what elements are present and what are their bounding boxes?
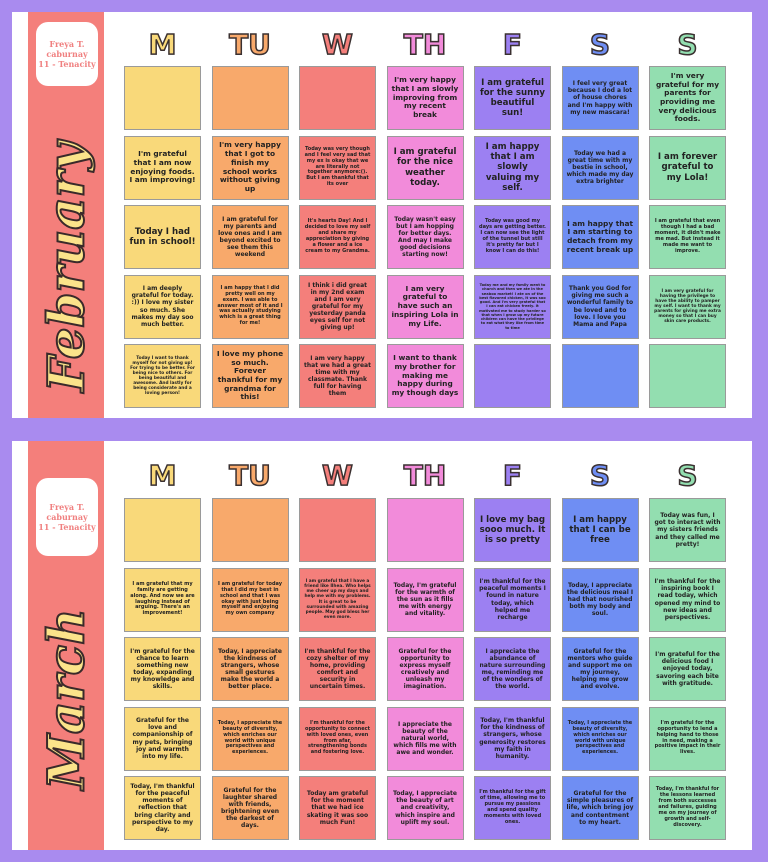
day-cell: Today was fun, I got to interact with my… (649, 498, 726, 562)
day-cell (124, 498, 201, 562)
day-cell: Grateful for the laughter shared with fr… (211, 776, 289, 840)
day-header: TU (228, 458, 271, 493)
day-cell: Today was very though and I feel very sa… (299, 135, 376, 200)
day-cell: Today I had fun in school! (124, 205, 201, 269)
day-cell: I am very grateful to have such an inspi… (386, 274, 464, 339)
day-cell: I feel very great because I dod a lot of… (561, 66, 639, 130)
day-cell: I'm thankful for the inspiring book I re… (649, 567, 726, 632)
day-cell: I'm thankful for the cozy shelter of my … (299, 637, 376, 701)
day-header: W (321, 27, 353, 62)
name-box: Freya T. caburnay 11 - Tenacity (36, 22, 98, 86)
day-header: M (148, 458, 177, 493)
day-cell: It's hearts Day! And I decided to love m… (299, 205, 376, 269)
day-cell: I'm thankful for the opportunity to conn… (299, 706, 376, 771)
name-line: 11 - Tenacity (38, 522, 96, 532)
name-line: Freya T. (49, 502, 85, 512)
day-cell: I am happy that I am starting to detach … (561, 205, 639, 269)
day-cell: Today, I'm grateful for the warmth of th… (386, 567, 464, 632)
day-cell: Today I want to thank myself for not giv… (124, 344, 201, 408)
day-cell: Grateful for the opportunity to express … (386, 637, 464, 701)
day-header: TH (403, 458, 447, 493)
day-cell: I'm grateful that I am now enjoying food… (124, 135, 201, 200)
side-strip: Freya T. caburnay 11 - Tenacity March (28, 441, 104, 850)
month-title: February (36, 141, 97, 393)
day-cell (561, 344, 639, 408)
day-header: S (589, 458, 611, 493)
day-cell: Today am grateful for the moment that we… (299, 776, 376, 840)
name-line: caburnay (46, 49, 88, 59)
day-cell: Today, I'm thankful for the peaceful mom… (124, 776, 201, 840)
day-header: F (502, 458, 523, 493)
day-cell: I am grateful for the nice weather today… (386, 135, 464, 200)
day-cell: I am happy that I can be free (561, 498, 639, 562)
day-cell: I'm very grateful for my parents for pro… (649, 66, 726, 130)
day-cell: I am happy that I am slowly valuing my s… (474, 135, 551, 200)
day-cell: Today, I appreciate the beauty of divers… (211, 706, 289, 771)
day-cell: Today, I'm thankful for the lessons lear… (649, 776, 726, 840)
name-line: Freya T. (49, 39, 85, 49)
day-cell: I am grateful that my family are getting… (124, 567, 201, 632)
day-header: S (589, 27, 611, 62)
day-cell: I think i did great in my 2nd exam and I… (299, 274, 376, 339)
day-cell: I am grateful that I have a friend like … (299, 567, 376, 632)
day-cell: I am grateful for my parents and love on… (211, 205, 289, 269)
day-cell: I am grateful for the sunny beautiful su… (474, 66, 551, 130)
day-cell: I am deeply grateful for today. :)) I lo… (124, 274, 201, 339)
name-line: caburnay (46, 512, 88, 522)
day-cell (124, 66, 201, 130)
day-cell (299, 498, 376, 562)
day-cell (211, 66, 289, 130)
day-cell (649, 344, 726, 408)
day-cell: Grateful for the love and companionship … (124, 706, 201, 771)
day-cell: Today, I appreciate the beauty of art an… (386, 776, 464, 840)
calendar-panel: Freya T. caburnay 11 - Tenacity March M TU W TH… (12, 441, 752, 850)
day-cell: I'm grateful for the chance to learn som… (124, 637, 201, 701)
day-cell: I am grateful for today that I did my be… (211, 567, 289, 632)
day-header: TH (403, 27, 447, 62)
day-cell: Grateful for the mentors who guide and s… (561, 637, 639, 701)
day-cell: I'm grateful for the opportunity to lend… (649, 706, 726, 771)
day-cell: I am grateful that even though I had a b… (649, 205, 726, 269)
day-cell: I'm very happy that I got to finish my s… (211, 135, 289, 200)
day-cell: I'm thankful for the peaceful moments I … (474, 567, 551, 632)
day-header: W (321, 458, 353, 493)
day-header: M (148, 27, 177, 62)
day-cell: I love my bag sooo much. It is so pretty (474, 498, 551, 562)
day-cell: Today, I'm thankful for the kindness of … (474, 706, 551, 771)
day-header: S (677, 458, 699, 493)
day-header: S (677, 27, 699, 62)
day-cell: I am forever grateful to my Lola! (649, 135, 726, 200)
day-cell: I'm thankful for the gift of time, allow… (474, 776, 551, 840)
side-strip: Freya T. caburnay 11 - Tenacity February (28, 12, 104, 418)
day-cell: I love my phone so much. Forever thankfu… (211, 344, 289, 408)
day-cell: Grateful for the simple pleasures of lif… (561, 776, 639, 840)
month-title: March (36, 608, 97, 791)
day-cell: Today, I appreciate the kindness of stra… (211, 637, 289, 701)
day-cell: I am happy that I did pretty well on my … (211, 274, 289, 339)
name-box: Freya T. caburnay 11 - Tenacity (36, 478, 98, 556)
day-cell: Today, I appreciate the beauty of divers… (561, 706, 639, 771)
day-cell: I am very grateful for having the privil… (649, 274, 726, 339)
day-cell: I'm very happy that I am slowly improvin… (386, 66, 464, 130)
day-cell: Today, I appreciate the delicious meal I… (561, 567, 639, 632)
day-cell: Today wasn't easy but I am hopping for b… (386, 205, 464, 269)
day-header: TU (228, 27, 271, 62)
day-cell: Thank you God for giving me such a wonde… (561, 274, 639, 339)
day-cell: Today was good my days are getting bette… (474, 205, 551, 269)
day-cell (474, 344, 551, 408)
day-cell: I am very happy that we had a great time… (299, 344, 376, 408)
day-cell (211, 498, 289, 562)
day-cell: I appreciate the beauty of the natural w… (386, 706, 464, 771)
day-cell: Today me and my family went to church an… (474, 274, 551, 339)
name-line: 11 - Tenacity (38, 59, 96, 69)
calendar-panel: Freya T. caburnay 11 - Tenacity February M TU… (12, 12, 752, 418)
day-cell: I'm grateful for the delicious food I en… (649, 637, 726, 701)
day-cell (386, 498, 464, 562)
day-cell: Today we had a great time with my bestie… (561, 135, 639, 200)
day-cell: I appreciate the abundance of nature sur… (474, 637, 551, 701)
day-cell: I want to thank my brother for making me… (386, 344, 464, 408)
day-header: F (502, 27, 523, 62)
day-cell (299, 66, 376, 130)
